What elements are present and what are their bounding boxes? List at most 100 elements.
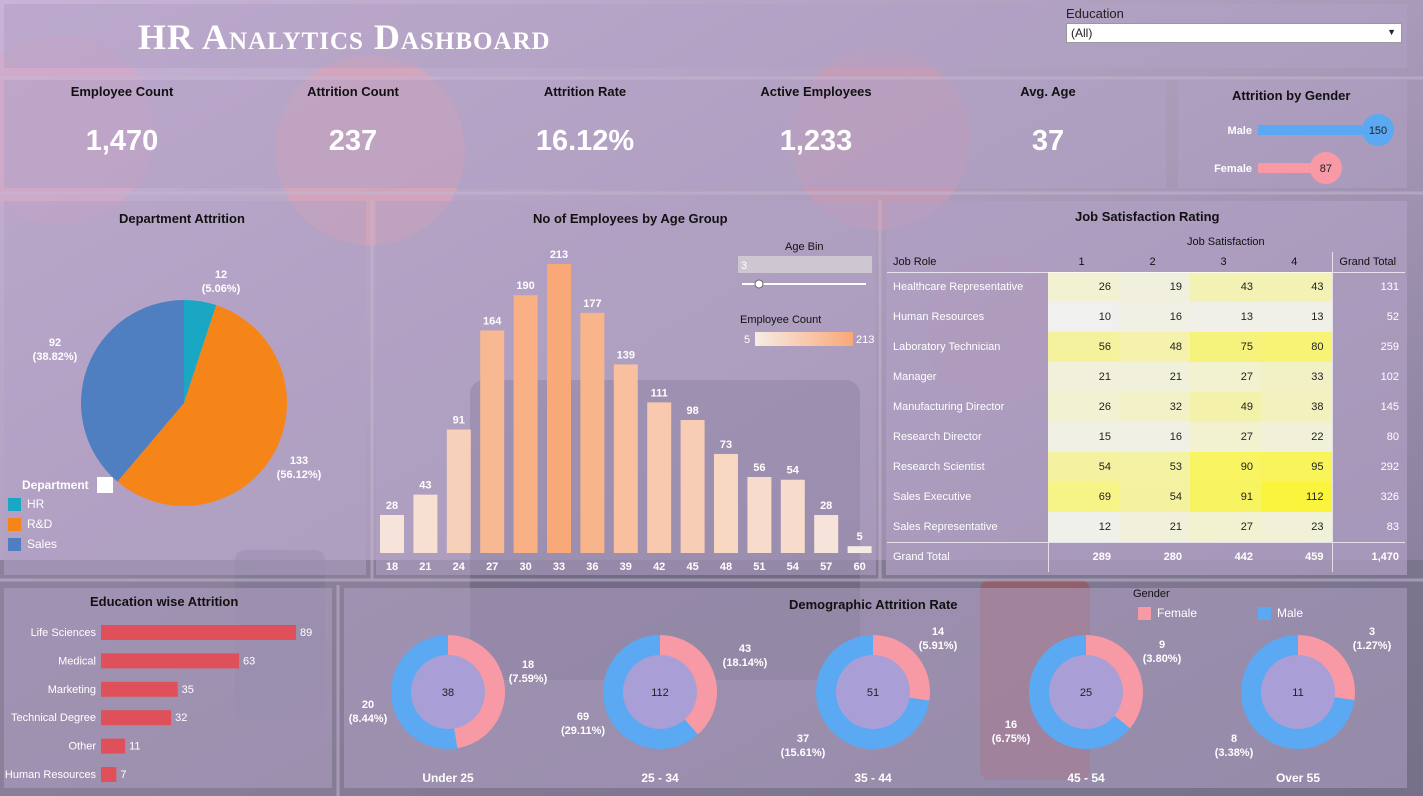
- kpi-active-employees: Active Employees 1,233: [726, 84, 906, 158]
- age-bar[interactable]: [780, 479, 805, 553]
- heat-cell[interactable]: 22: [1261, 422, 1332, 452]
- heat-cell[interactable]: 26: [1048, 272, 1119, 302]
- job-role-cell: Healthcare Representative: [893, 281, 1024, 294]
- heat-cell[interactable]: 69: [1048, 482, 1119, 512]
- age-bar[interactable]: [480, 330, 505, 553]
- heat-cell[interactable]: 27: [1190, 512, 1261, 542]
- age-bin-input[interactable]: [738, 256, 872, 273]
- heat-cell[interactable]: 10: [1048, 302, 1119, 332]
- table-row[interactable]: Research Scientist 54 53 90 95 292: [887, 452, 1405, 482]
- heat-cell[interactable]: 19: [1119, 272, 1190, 302]
- heat-cell[interactable]: 80: [1261, 332, 1332, 362]
- education-bar-value: 32: [175, 712, 187, 724]
- gender-chart-title: Attrition by Gender: [1232, 88, 1351, 103]
- table-row[interactable]: Laboratory Technician 56 48 75 80 259: [887, 332, 1405, 362]
- heat-cell[interactable]: 21: [1119, 512, 1190, 542]
- age-bar[interactable]: [547, 264, 571, 553]
- table-row[interactable]: Sales Executive 69 54 91 112 326: [887, 482, 1405, 512]
- gender-bar-end[interactable]: [1362, 114, 1394, 146]
- age-bar[interactable]: [580, 312, 605, 553]
- heat-cell[interactable]: 27: [1190, 362, 1261, 392]
- pie-slice[interactable]: [117, 305, 287, 506]
- heat-cell[interactable]: 90: [1190, 452, 1261, 482]
- heat-cell[interactable]: 54: [1119, 482, 1190, 512]
- donut-male-percent: (8.44%): [349, 713, 388, 725]
- legend-item-hr[interactable]: HR: [8, 497, 44, 511]
- age-bin-control[interactable]: Age Bin 3 Employee Count 5 213: [738, 241, 874, 346]
- table-row[interactable]: Manager 21 21 27 33 102: [887, 362, 1405, 392]
- gender-bar[interactable]: [1258, 125, 1382, 135]
- heat-cell[interactable]: 75: [1190, 332, 1261, 362]
- heat-cell[interactable]: 15: [1048, 422, 1119, 452]
- heat-cell[interactable]: 49: [1190, 392, 1261, 422]
- heat-cell[interactable]: 26: [1048, 392, 1119, 422]
- heat-cell[interactable]: 48: [1119, 332, 1190, 362]
- age-bin-slider-handle[interactable]: [754, 279, 764, 289]
- heat-cell[interactable]: 16: [1119, 302, 1190, 332]
- heat-cell[interactable]: 21: [1119, 362, 1190, 392]
- gender-bar[interactable]: [1258, 163, 1330, 173]
- age-bar[interactable]: [413, 494, 438, 553]
- grand-total-label: Grand Total: [887, 541, 1048, 572]
- table-row[interactable]: Research Director 15 16 27 22 80: [887, 422, 1405, 452]
- education-category-label: Marketing: [48, 684, 96, 696]
- gender-bar-chart: Male 150 Female 87: [1214, 114, 1394, 184]
- table-row[interactable]: Human Resources 10 16 13 13 52: [887, 302, 1405, 332]
- pie-slice[interactable]: [184, 300, 217, 403]
- age-bar[interactable]: [613, 364, 638, 553]
- education-bar[interactable]: [101, 681, 178, 697]
- heat-cell[interactable]: 12: [1048, 512, 1119, 542]
- heat-cell[interactable]: 33: [1261, 362, 1332, 392]
- heat-cell[interactable]: 54: [1048, 452, 1119, 482]
- legend-item-sales[interactable]: Sales: [8, 537, 57, 551]
- table-row[interactable]: Sales Representative 12 21 27 23 83: [887, 512, 1405, 542]
- education-bar[interactable]: [101, 625, 296, 640]
- table-row[interactable]: Healthcare Representative 26 19 43 43 131: [887, 272, 1405, 302]
- legend-item-rd[interactable]: R&D: [8, 517, 52, 531]
- job-role-cell: Research Scientist: [893, 461, 985, 473]
- gender-bar-end[interactable]: [1309, 152, 1342, 184]
- age-bar[interactable]: [847, 546, 872, 553]
- age-bar[interactable]: [513, 295, 538, 553]
- heat-cell[interactable]: 16: [1119, 422, 1190, 452]
- heat-cell[interactable]: 38: [1261, 392, 1332, 422]
- education-bar[interactable]: [101, 767, 117, 782]
- column-header: 2: [1119, 252, 1190, 273]
- heat-cell[interactable]: 21: [1048, 362, 1119, 392]
- heat-cell[interactable]: 95: [1261, 452, 1332, 482]
- heat-cell[interactable]: 13: [1261, 302, 1332, 332]
- age-bar[interactable]: [680, 420, 705, 553]
- job-role-cell: Sales Representative: [893, 520, 998, 533]
- age-bar[interactable]: [647, 402, 672, 553]
- donut-female-value: 3: [1369, 626, 1375, 638]
- education-bar[interactable]: [101, 738, 126, 754]
- donut-center: [411, 655, 485, 729]
- heat-cell[interactable]: 91: [1190, 482, 1261, 512]
- heat-cell[interactable]: 53: [1119, 452, 1190, 482]
- table-row[interactable]: Manufacturing Director 26 32 49 38 145: [887, 392, 1405, 422]
- education-filter[interactable]: Education (All) ▼: [1066, 6, 1402, 43]
- heat-cell[interactable]: 27: [1190, 422, 1261, 452]
- education-bar[interactable]: [101, 653, 240, 669]
- age-bar[interactable]: [446, 429, 471, 553]
- heat-cell[interactable]: 43: [1190, 272, 1261, 302]
- heat-cell[interactable]: 23: [1261, 512, 1332, 542]
- heat-cell[interactable]: 112: [1261, 482, 1332, 512]
- heat-cell[interactable]: 43: [1261, 272, 1332, 302]
- row-total-cell: 52: [1331, 302, 1405, 332]
- education-bar[interactable]: [101, 710, 172, 726]
- legend-item-male[interactable]: Male: [1258, 606, 1303, 620]
- kpi-label: Active Employees: [760, 84, 872, 99]
- legend-item-female[interactable]: Female: [1138, 606, 1197, 620]
- age-bar[interactable]: [814, 515, 839, 553]
- age-bar[interactable]: [747, 477, 772, 553]
- pie-slice[interactable]: [81, 300, 184, 482]
- age-bar[interactable]: [380, 515, 404, 553]
- education-select[interactable]: (All) ▼: [1066, 23, 1402, 43]
- heat-cell[interactable]: 32: [1119, 392, 1190, 422]
- chevron-down-icon[interactable]: ▼: [1387, 27, 1396, 37]
- heat-cell[interactable]: 13: [1190, 302, 1261, 332]
- gender-legend-title: Gender: [1133, 588, 1170, 600]
- heat-cell[interactable]: 56: [1048, 332, 1119, 362]
- age-bar[interactable]: [714, 453, 738, 553]
